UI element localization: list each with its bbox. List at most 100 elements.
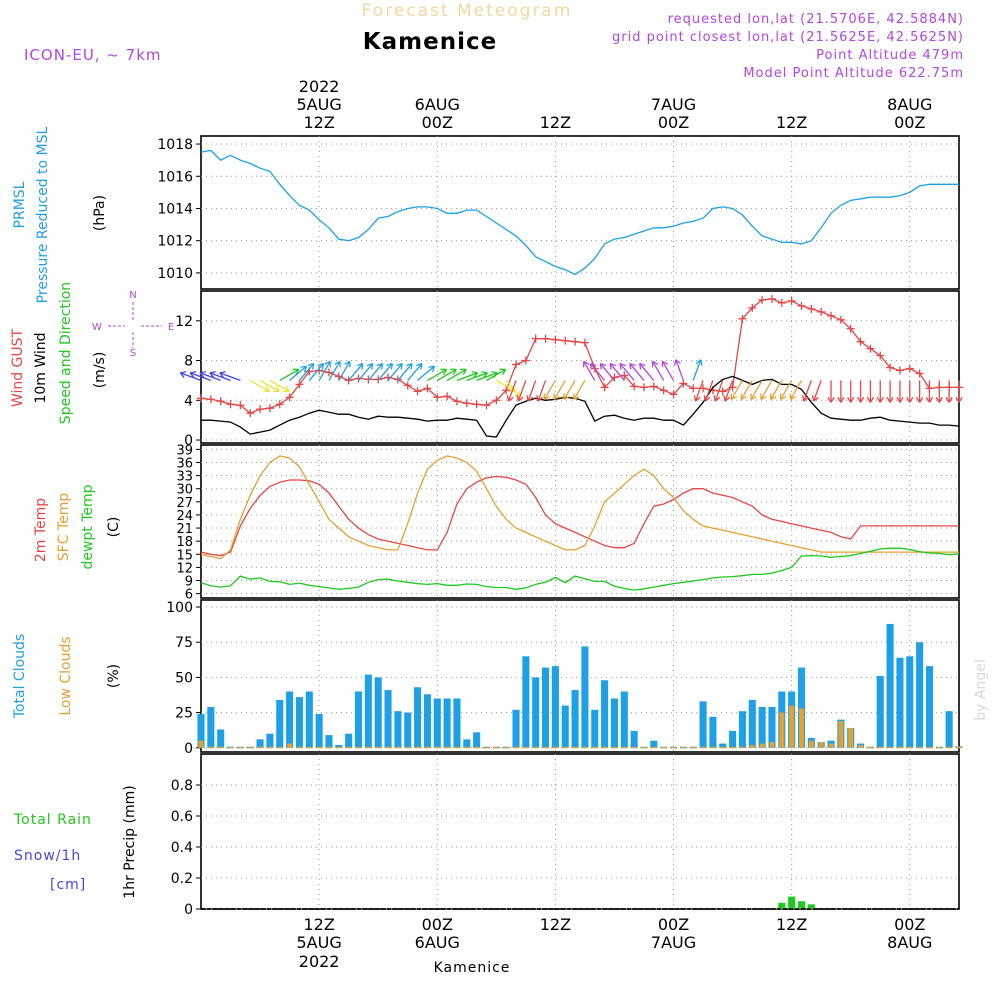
wind-arrow-head: [906, 396, 911, 403]
low-cloud-bar: [218, 746, 224, 749]
low-cloud-bar: [671, 746, 677, 749]
low-cloud-bar: [395, 746, 401, 749]
total-cloud-bar: [463, 739, 471, 748]
top-tick-date: 8AUG: [887, 95, 932, 114]
watermark: by Angel: [973, 659, 989, 720]
wind-arrow-head: [714, 396, 721, 402]
total-cloud-bar: [797, 667, 806, 748]
wind-arrow-head: [366, 362, 373, 367]
precip-label-snow: Snow/1h: [14, 848, 81, 864]
wind-arrow: [436, 368, 457, 381]
low-cloud-bar: [247, 746, 253, 749]
top-tick-hour: 12Z: [303, 113, 334, 132]
wind-arrow-head: [909, 396, 914, 403]
low-cloud-bar: [759, 743, 765, 748]
wind-arrow-head: [674, 359, 677, 366]
wind-arrow-head: [312, 363, 315, 370]
total-cloud-bar: [729, 730, 737, 748]
wind-arrow-head: [723, 395, 726, 402]
gust-marker: [521, 356, 530, 365]
cloud-unit: (%): [106, 664, 122, 688]
wind-arrow-head: [837, 396, 842, 403]
total-cloud-bar: [522, 656, 530, 748]
gust-marker: [807, 304, 816, 313]
wind-arrow-head: [619, 362, 626, 367]
bottom-tick-hour: 12Z: [776, 915, 807, 934]
gust-marker: [758, 295, 767, 304]
total-cloud-bar: [345, 733, 353, 748]
wind-arrow-head: [790, 395, 797, 401]
total-cloud-bar: [335, 744, 343, 748]
wind-arrow: [516, 380, 527, 402]
precip-unit: 1hr Precip (mm): [122, 785, 138, 898]
wind-arrow-head: [847, 396, 852, 403]
wind-arrow-shaft: [780, 380, 793, 400]
gust-marker: [639, 383, 648, 392]
wind-arrow-head: [517, 396, 524, 402]
wind-arrow-head: [380, 363, 384, 370]
precip-panel: 0 0.2 0.4 0.6 0.8: [171, 753, 960, 918]
wind-arrow-shaft: [209, 372, 231, 382]
gust-marker: [787, 296, 796, 305]
top-tick-hour: 12Z: [540, 113, 571, 132]
wind-arrow: [629, 362, 645, 381]
wind-arrow-head: [563, 395, 570, 401]
gust-marker: [777, 298, 786, 307]
wind-arrow-shaft: [279, 368, 300, 381]
wind-arrow-shaft: [269, 379, 290, 392]
total-cloud-bar: [532, 677, 540, 748]
gust-marker: [256, 405, 265, 414]
wind-arrow-shaft: [553, 380, 566, 400]
total-cloud-bar: [719, 743, 727, 748]
gust-marker: [492, 396, 501, 405]
top-tick-date: 7AUG: [651, 95, 696, 114]
temp-label-2m: 2m Temp: [33, 498, 49, 562]
wind-arrow-head: [948, 396, 953, 403]
wind-arrow-head: [275, 385, 280, 392]
gust-marker: [285, 393, 294, 402]
y-tick-label: 50: [175, 670, 193, 686]
wind-arrow-head: [830, 396, 835, 403]
wind-arrow-head: [219, 372, 224, 378]
wind-arrow: [599, 362, 615, 381]
wind-arrow-shaft: [358, 363, 374, 381]
gust-marker: [669, 390, 678, 399]
total-cloud-bar: [581, 646, 589, 748]
wind-arrow-shaft: [328, 361, 341, 381]
wind-arrow-head: [662, 360, 669, 365]
wind-arrow-head: [285, 385, 290, 392]
total-cloud-bar: [551, 666, 559, 748]
low-cloud-bar: [956, 746, 962, 749]
wind-arrow: [279, 368, 300, 381]
total-cloud-bar: [443, 698, 451, 748]
low-cloud-bar: [936, 746, 942, 749]
wind-arrow-head: [889, 396, 894, 403]
wind-arrow-head: [324, 360, 331, 365]
gust-marker: [767, 294, 776, 303]
gust-marker: [236, 401, 245, 410]
wind-arrow-head: [199, 372, 205, 378]
wind-arrow: [536, 380, 547, 402]
wind-arrow-shaft: [661, 361, 675, 381]
low-cloud-bar: [739, 746, 745, 749]
y-tick-label: 0.2: [171, 871, 193, 887]
gust-marker: [915, 369, 924, 378]
10m-wind-line: [201, 375, 960, 438]
bottom-tick-hour: 12Z: [540, 915, 571, 934]
low-cloud-bar: [543, 746, 549, 749]
wind-arrow-head: [428, 365, 435, 368]
total-cloud-bar: [394, 711, 402, 748]
low-cloud-bar: [385, 746, 391, 749]
wind-arrow-head: [802, 395, 805, 402]
wind-unit: (m/s): [92, 352, 108, 389]
wind-arrow: [886, 380, 894, 403]
wind-arrow: [750, 380, 763, 401]
y-tick-label: 1014: [157, 201, 193, 217]
low-cloud-bar: [641, 746, 647, 749]
bottom-tick-date: 6AUG: [415, 933, 460, 952]
low-cloud-bar: [720, 746, 726, 749]
gust-marker: [423, 384, 432, 393]
low-cloud-bar: [769, 742, 775, 748]
total-cloud-bar: [542, 667, 550, 748]
compass-s: S: [130, 348, 136, 359]
